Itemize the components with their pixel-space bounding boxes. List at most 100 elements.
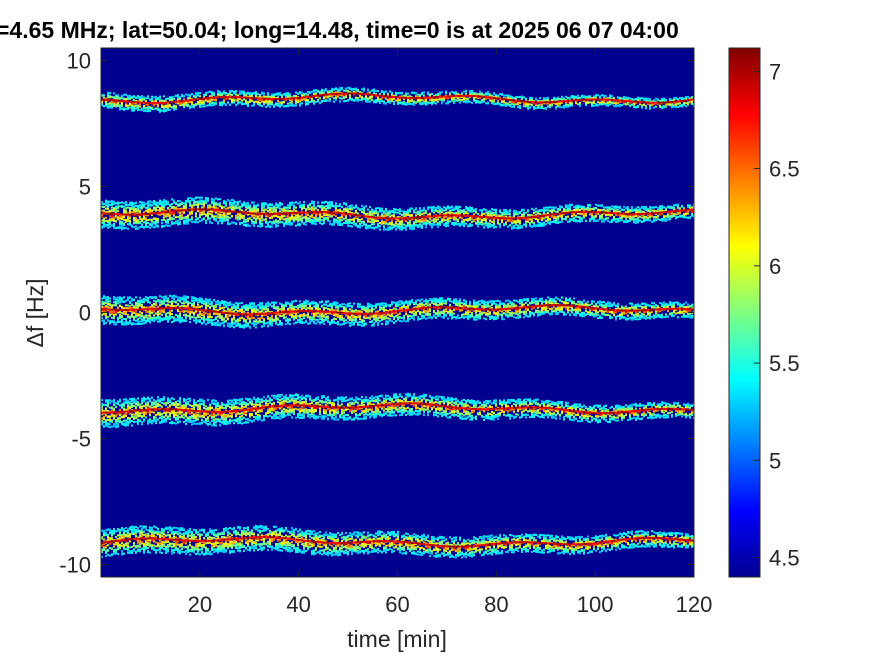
band-core [401, 97, 403, 99]
band-pixel [345, 210, 347, 212]
band-pixel [329, 100, 331, 102]
band-core [103, 99, 105, 101]
band-pixel [379, 102, 381, 104]
band-pixel [503, 100, 505, 102]
band-pixel [259, 218, 261, 220]
band-pixel [139, 106, 141, 108]
band-pixel [113, 92, 115, 94]
band-pixel [163, 108, 165, 110]
band-pixel [159, 111, 161, 113]
band-pixel [437, 98, 439, 100]
band-pixel [189, 107, 191, 109]
band-pixel [301, 92, 303, 94]
band-pixel [219, 214, 221, 216]
band-core [137, 214, 139, 216]
band-pixel [225, 201, 227, 203]
band-pixel [371, 90, 373, 92]
band-pixel [533, 106, 535, 108]
band-pixel [333, 222, 335, 224]
band-pixel [205, 197, 207, 199]
band-pixel [231, 94, 233, 96]
band-pixel [145, 110, 147, 112]
band-pixel [125, 207, 127, 209]
band-pixel [561, 98, 563, 100]
band-pixel [257, 225, 259, 227]
band-pixel [265, 203, 267, 205]
band-pixel [393, 212, 395, 214]
band-core [455, 214, 457, 216]
band-pixel [329, 98, 331, 100]
band-pixel [157, 218, 159, 220]
band-core [453, 214, 455, 216]
band-pixel [313, 222, 315, 224]
band-pixel [239, 218, 241, 220]
band-core [119, 100, 121, 102]
band-pixel [317, 201, 319, 203]
band-pixel [307, 99, 309, 101]
band-pixel [443, 99, 445, 101]
band-pixel [285, 105, 287, 107]
band-pixel [451, 98, 453, 100]
band-core [267, 213, 269, 215]
band-pixel [177, 223, 179, 225]
band-core [135, 214, 137, 216]
band-pixel [231, 90, 233, 92]
band-core [125, 100, 127, 102]
band-pixel [369, 225, 371, 227]
band-pixel [387, 99, 389, 101]
band-pixel [301, 208, 303, 210]
band-pixel [201, 102, 203, 104]
band-pixel [281, 221, 283, 223]
band-pixel [299, 202, 301, 204]
band-pixel [119, 108, 121, 110]
band-pixel [473, 97, 475, 99]
band-pixel [351, 226, 353, 228]
band-pixel [677, 98, 679, 100]
band-pixel [271, 93, 273, 95]
band-pixel [457, 206, 459, 208]
band-pixel [335, 221, 337, 223]
band-pixel [305, 224, 307, 226]
band-pixel [387, 224, 389, 226]
band-pixel [343, 202, 345, 204]
band-pixel [147, 108, 149, 110]
band-pixel [651, 104, 653, 106]
band-pixel [389, 222, 391, 224]
band-pixel [127, 95, 129, 97]
band-pixel [347, 219, 349, 221]
band-core [293, 97, 295, 99]
band-pixel [229, 93, 231, 95]
band-core [437, 215, 439, 217]
band-pixel [297, 99, 299, 101]
band-pixel [349, 88, 351, 90]
band-pixel [575, 96, 577, 98]
band-pixel [111, 215, 113, 217]
band-pixel [681, 104, 683, 106]
band-pixel [409, 103, 411, 105]
band-pixel [185, 216, 187, 218]
band-pixel [217, 94, 219, 96]
band-pixel [361, 98, 363, 100]
band-core [405, 97, 407, 99]
band-core [581, 99, 583, 101]
band-pixel [251, 221, 253, 223]
band-pixel [235, 217, 237, 219]
band-pixel [227, 199, 229, 201]
band-pixel [343, 222, 345, 224]
band-pixel [235, 223, 237, 225]
band-pixel [227, 221, 229, 223]
band-pixel [285, 93, 287, 95]
band-core [541, 101, 543, 103]
band-pixel [465, 98, 467, 100]
band-pixel [133, 222, 135, 224]
band-pixel [363, 89, 365, 91]
band-pixel [161, 222, 163, 224]
band-pixel [213, 218, 215, 220]
band-pixel [437, 223, 439, 225]
band-core [415, 97, 417, 99]
band-pixel [129, 202, 131, 204]
band-pixel [683, 98, 685, 100]
band-pixel [225, 98, 227, 100]
band-pixel [117, 104, 119, 106]
band-core [103, 212, 105, 214]
